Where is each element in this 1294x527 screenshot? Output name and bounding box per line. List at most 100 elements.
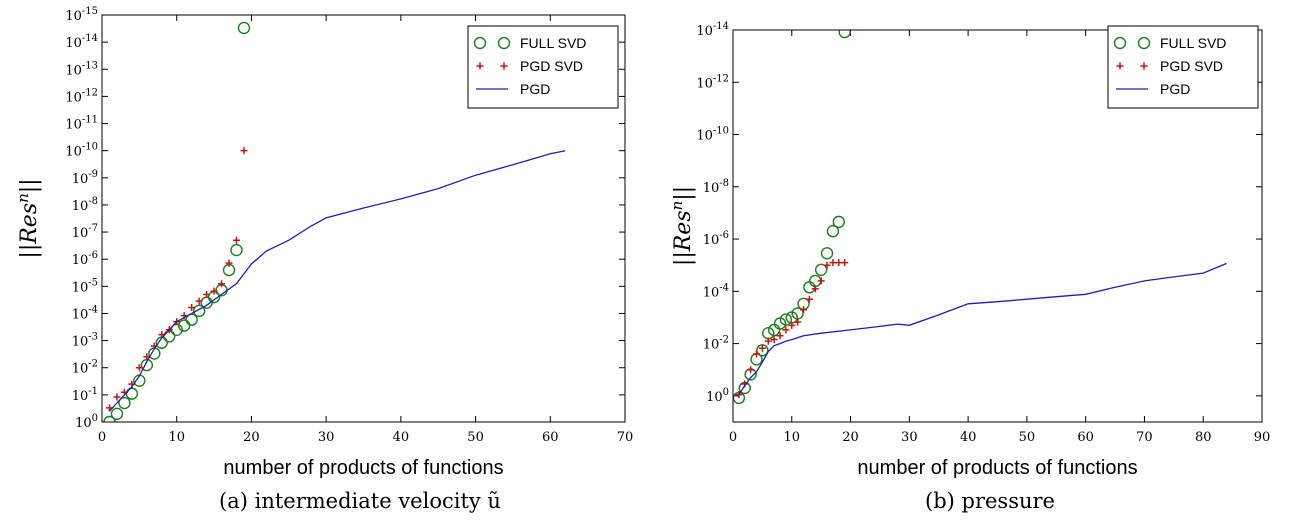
y-tick-label: 10-7 [72,223,98,241]
point-full-svd [838,30,851,39]
point-pgd-svd [210,287,218,295]
point-pgd-svd [782,326,790,334]
point-pgd-svd [811,285,819,293]
legend-swatch-plus [1116,62,1124,70]
y-tick-label: 10-12 [65,87,98,105]
point-pgd-svd [841,259,849,267]
x-tick-label: 0 [98,430,106,445]
x-tick-label: 10 [784,430,801,445]
point-full-svd [832,215,845,229]
y-tick-label: 10-4 [703,282,729,300]
point-pgd-svd [113,393,121,401]
point-pgd-svd [203,291,211,299]
plot-frame [732,29,1263,423]
x-tick-label: 40 [960,430,977,445]
x-tick-label: 70 [617,430,634,445]
legend-swatch-plus [1140,62,1148,70]
legend-swatch-circle [473,36,487,50]
legend-swatch-circle [1113,36,1127,50]
x-axis-label: number of products of functions [857,457,1137,479]
legend-label: PGD [1160,81,1190,97]
x-tick-label: 70 [1136,430,1153,445]
x-tick-label: 30 [901,430,918,445]
y-tick-label: 10-8 [72,196,98,214]
legend-label: FULL SVD [1160,35,1226,51]
panel-pressure: 0 10 20 30 40 50 60 70 80 90 100 10-2 10-4 10-6 10-8 10… [668,21,1270,513]
x-tick-label: 60 [1077,430,1094,445]
point-full-svd [803,281,816,294]
y-tick-label: 10-1 [72,386,98,404]
x-tick-label: 20 [243,430,260,445]
y-tick-label: 10-2 [72,359,98,377]
y-tick-label: 10-2 [703,335,729,353]
y-tick-label: 10-14 [65,33,98,51]
y-axis-label: ||Resn|| [668,186,696,266]
point-full-svd [230,243,243,257]
series-line-pgd [109,150,566,412]
y-tick-label: 10-10 [696,126,729,144]
point-full-svd [826,224,840,238]
point-pgd-svd [225,259,233,267]
point-pgd-svd [788,321,796,329]
point-pgd-svd [753,350,761,358]
x-tick-label: 50 [467,430,484,445]
y-tick-label: 10-5 [72,277,98,295]
x-tick-label: 20 [842,430,859,445]
point-pgd-svd [135,364,143,372]
x-tick-label: 60 [542,430,559,445]
panel-caption: (b) pressure [925,489,1055,513]
x-tick-label: 80 [1195,430,1212,445]
point-pgd-svd [805,295,813,303]
x-tick-label: 0 [729,430,737,445]
legend: FULL SVD PGD SVD PGD [467,25,619,109]
point-pgd-svd [823,261,831,269]
legend-label: PGD SVD [520,58,583,74]
x-tick-label: 40 [393,430,410,445]
x-tick-label: 30 [318,430,335,445]
point-full-svd [779,313,793,326]
point-pgd-svd [195,297,203,305]
y-axis-label: ||Resn|| [14,178,42,258]
legend-label: FULL SVD [520,35,586,51]
legend-label: PGD SVD [1160,58,1223,74]
point-pgd-svd [770,336,778,344]
legend-box [1107,25,1259,109]
y-tick-label: 10-13 [65,60,98,78]
point-pgd-svd [758,344,766,352]
y-tick-label: 10-9 [72,169,98,187]
point-pgd-svd [817,277,825,285]
y-tick-label: 100 [75,413,98,431]
point-full-svd [237,21,251,35]
point-full-svd [110,407,124,421]
y-tick-label: 10-3 [72,332,98,350]
y-tick-label: 10-6 [72,250,98,268]
y-tick-label: 10-6 [703,230,729,248]
panel-intermediate-velocity: 0 10 20 30 40 50 60 70 100 10-1 10-2 10-3 10-4 10-5 10… [14,6,633,513]
point-pgd-svd [188,303,196,311]
point-pgd-svd [764,337,772,345]
y-tick-label: 10-10 [65,142,98,160]
legend-swatch-circle [497,36,511,50]
legend-swatch-plus [476,62,484,70]
y-tick-label: 100 [706,387,729,405]
y-tick-label: 10-14 [696,21,729,39]
point-pgd-svd [794,318,802,326]
point-full-svd [118,396,131,410]
legend-label: PGD [520,81,550,97]
x-tick-label: 90 [1254,430,1271,445]
point-pgd-svd [218,280,226,288]
point-pgd-svd [232,236,240,244]
series-line-pgd [738,262,1227,396]
point-pgd-svd [747,366,755,374]
legend-swatch-plus [500,62,508,70]
y-tick-label: 10-15 [65,6,98,24]
point-full-svd [820,247,834,260]
point-full-svd [177,319,191,332]
point-full-svd [814,263,828,277]
point-full-svd [192,304,206,318]
point-pgd-svd [835,259,843,267]
point-pgd-svd [240,147,248,155]
y-tick-label: 10-4 [72,304,98,322]
plot-frame [101,14,626,423]
y-tick-label: 10-12 [696,73,729,91]
